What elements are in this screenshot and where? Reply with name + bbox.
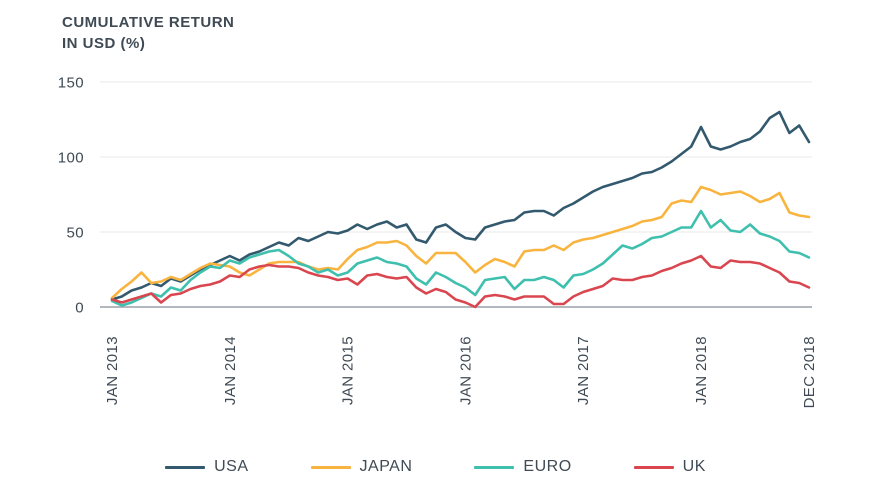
legend-item-uk: UK <box>633 458 706 476</box>
y-tick-50: 50 <box>67 225 85 242</box>
legend-label-euro: EURO <box>523 458 572 475</box>
line-euro <box>110 209 811 307</box>
legend-label-usa: USA <box>214 458 249 475</box>
chart-title-line-2: IN USD (%) <box>62 35 146 52</box>
plot-area: 150 100 50 0 JAN 2013 JAN 2014 JAN 2015 JAN 201… <box>58 75 818 409</box>
legend: USA JAPAN EURO UK <box>0 458 871 476</box>
x-tick-dec-2018: DEC 2018 <box>801 336 818 408</box>
usa-line-swatch <box>165 465 206 469</box>
x-tick-jan-2014: JAN 2014 <box>222 336 239 405</box>
chart-title: CUMULATIVE RETURN IN USD (%) <box>62 12 234 54</box>
legend-item-euro: EURO <box>474 458 571 476</box>
chart-title-line-1: CUMULATIVE RETURN <box>62 14 235 31</box>
x-tick-jan-2017: JAN 2017 <box>575 336 592 405</box>
euro-line-swatch <box>474 465 515 469</box>
line-usa <box>110 110 811 301</box>
y-tick-0: 0 <box>75 300 84 317</box>
x-tick-jan-2018: JAN 2018 <box>693 336 710 405</box>
line-uk <box>110 254 811 309</box>
legend-label-uk: UK <box>682 458 706 475</box>
uk-line-swatch <box>633 465 674 469</box>
y-tick-100: 100 <box>58 150 84 167</box>
legend-item-usa: USA <box>165 458 248 476</box>
x-tick-jan-2015: JAN 2015 <box>340 336 357 405</box>
legend-label-japan: JAPAN <box>359 458 413 475</box>
y-tick-150: 150 <box>58 75 84 92</box>
legend-item-japan: JAPAN <box>310 458 413 476</box>
x-tick-jan-2016: JAN 2016 <box>457 336 474 405</box>
japan-line-swatch <box>310 465 351 469</box>
line-japan <box>110 185 811 300</box>
x-tick-jan-2013: JAN 2013 <box>104 336 121 405</box>
